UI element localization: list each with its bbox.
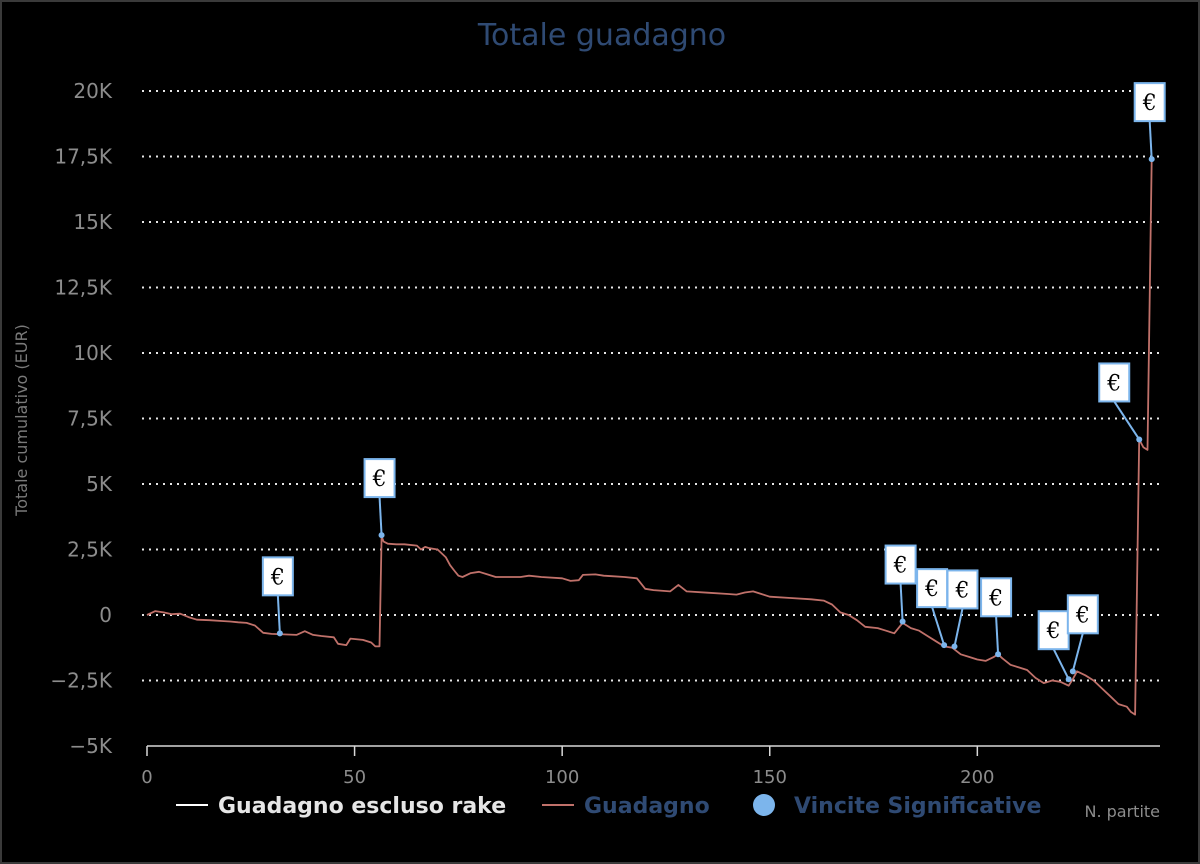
flag-marker: € xyxy=(261,556,294,637)
x-axis-label: N. partite xyxy=(1084,802,1160,821)
flag-marker: € xyxy=(916,568,949,649)
y-tick-label: −5K xyxy=(69,734,112,758)
flag-marker: € xyxy=(1133,82,1166,163)
y-tick-label: 10K xyxy=(73,341,112,365)
flag-point xyxy=(941,642,948,649)
y-tick-label: −2,5K xyxy=(50,669,113,693)
y-tick-label: 5K xyxy=(86,472,113,496)
flag-marker: € xyxy=(363,458,396,539)
flag-label: € xyxy=(924,577,939,602)
flag-marker: € xyxy=(980,577,1013,658)
flag-box xyxy=(980,577,1013,618)
series-vincite-significative: € € € € € € € € € € xyxy=(261,82,1166,683)
flag-box xyxy=(363,458,396,499)
flag-point xyxy=(276,630,283,637)
flag-connector xyxy=(1052,648,1070,680)
flag-box xyxy=(1133,82,1166,123)
flag-marker: € xyxy=(1066,594,1099,675)
flag-box xyxy=(1066,594,1099,635)
flag-connector xyxy=(1148,121,1153,160)
x-tick-label: 50 xyxy=(343,767,366,788)
legend: Guadagno escluso rake Guadagno Vincite Sig… xyxy=(176,794,1041,819)
y-tick-label: 2,5K xyxy=(67,538,113,562)
flag-connector xyxy=(953,608,964,647)
flag-connector xyxy=(899,583,904,622)
flag-point xyxy=(951,643,958,650)
flag-label: € xyxy=(270,565,285,590)
y-tick-label: 15K xyxy=(73,210,112,234)
legend-item: Guadagno xyxy=(542,794,710,819)
series-guadagno xyxy=(146,159,1153,716)
legend-label: Vincite Significative xyxy=(794,794,1041,819)
flag-marker: € xyxy=(1098,362,1143,443)
flag-marker: € xyxy=(946,569,979,650)
y-axis-label: Totale cumulativo (EUR) xyxy=(12,324,31,517)
flag-box xyxy=(1098,362,1131,403)
x-axis: 0 50 100 150 200 xyxy=(141,745,1160,788)
legend-item: Guadagno escluso rake xyxy=(176,794,506,819)
flag-label: € xyxy=(1142,91,1157,116)
chart-title: Totale guadagno xyxy=(477,18,726,53)
y-tick-label: 17,5K xyxy=(54,145,113,169)
flag-point xyxy=(378,532,385,539)
flag-label: € xyxy=(988,586,1003,611)
flag-label: € xyxy=(372,467,387,492)
flag-connector xyxy=(1071,633,1084,672)
y-tick-label: 20K xyxy=(73,79,112,103)
flag-connector xyxy=(931,606,946,646)
x-tick-label: 150 xyxy=(753,767,787,788)
legend-label: Guadagno xyxy=(584,794,710,819)
x-tick-label: 200 xyxy=(960,767,994,788)
flag-point xyxy=(1065,676,1072,683)
flag-box xyxy=(946,569,979,610)
gridlines xyxy=(142,90,1160,682)
flag-connector xyxy=(1113,400,1141,441)
flag-label: € xyxy=(893,554,908,579)
flag-point xyxy=(1148,156,1155,163)
flag-box xyxy=(261,556,294,597)
flag-label: € xyxy=(954,578,969,603)
flag-label: € xyxy=(1075,603,1090,628)
flag-point xyxy=(995,651,1002,658)
legend-label: Guadagno escluso rake xyxy=(218,794,506,819)
flag-box xyxy=(884,544,917,585)
x-tick-label: 0 xyxy=(141,767,152,788)
x-tick-label: 100 xyxy=(545,767,579,788)
flag-connector xyxy=(995,616,1000,655)
flag-point xyxy=(1069,668,1076,675)
flag-point xyxy=(1136,436,1143,443)
legend-symbol xyxy=(753,794,775,816)
legend-item: Vincite Significative xyxy=(753,794,1041,819)
flag-point xyxy=(899,618,906,625)
y-tick-label: 0 xyxy=(99,603,112,627)
flag-marker: € xyxy=(1037,610,1072,683)
flag-label: € xyxy=(1106,371,1121,396)
flag-connector xyxy=(378,497,383,536)
flag-connector xyxy=(276,595,281,634)
y-tick-label: 12,5K xyxy=(54,276,113,300)
flag-marker: € xyxy=(884,544,917,625)
y-axis-ticks: 20K 17,5K 15K 12,5K 10K 7,5K 5K 2,5K 0 −2,5K −5K xyxy=(50,79,113,758)
y-tick-label: 7,5K xyxy=(67,407,113,431)
flag-label: € xyxy=(1046,619,1061,644)
guadagno-line xyxy=(146,159,1153,716)
